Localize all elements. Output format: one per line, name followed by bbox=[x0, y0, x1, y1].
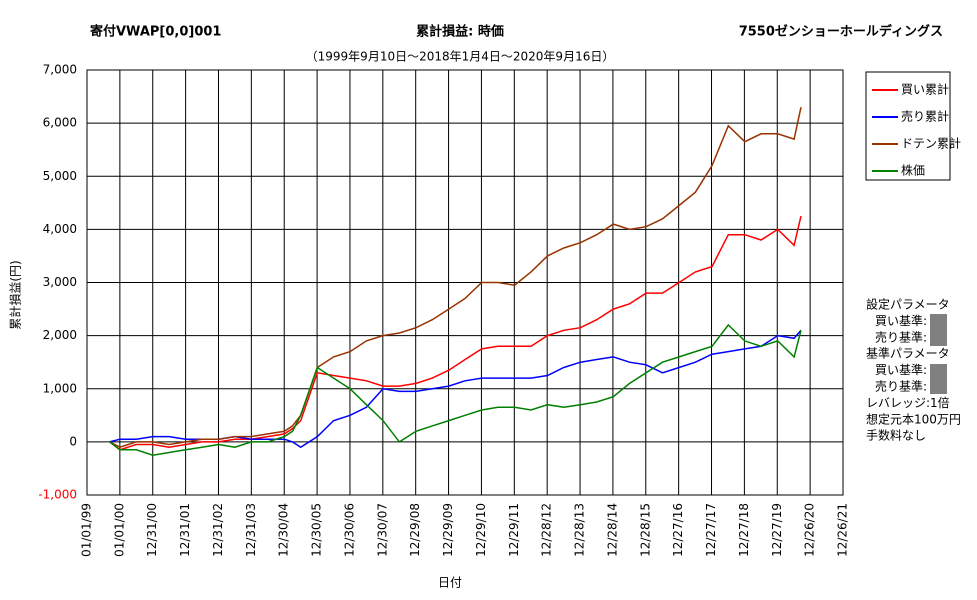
panel-text: 買い基準: bbox=[875, 362, 927, 377]
x-tick-label: 12/29/11 bbox=[507, 503, 521, 557]
legend-label: 売り累計 bbox=[901, 109, 949, 124]
series-line bbox=[109, 323, 802, 456]
x-tick-label: 12/26/21 bbox=[836, 503, 850, 557]
x-tick-label: 12/29/09 bbox=[441, 503, 455, 557]
legend-label: 買い累計 bbox=[901, 82, 949, 97]
legend-label: ドテン累計 bbox=[901, 136, 961, 151]
series-line bbox=[109, 215, 802, 451]
x-tick-label: 12/30/07 bbox=[375, 503, 389, 557]
x-tick-label: 01/01/99 bbox=[80, 503, 94, 557]
x-tick-label: 12/26/20 bbox=[803, 503, 817, 557]
y-tick-label: -1,000 bbox=[38, 488, 77, 502]
x-tick-label: 12/28/13 bbox=[573, 503, 587, 557]
x-tick-label: 12/29/10 bbox=[474, 503, 488, 557]
chart-title: 累計損益: 時価 bbox=[416, 24, 504, 40]
plot-border bbox=[86, 69, 844, 496]
y-tick-label: 0 bbox=[69, 434, 77, 448]
x-tick-label: 12/30/05 bbox=[310, 503, 324, 557]
x-tick-label: 12/28/14 bbox=[605, 503, 619, 557]
panel-text: 買い基準: bbox=[875, 313, 927, 328]
param-box bbox=[930, 364, 947, 394]
panel-text: レバレッジ:1倍 bbox=[866, 395, 950, 410]
x-tick-label: 01/01/00 bbox=[112, 503, 126, 557]
y-tick-label: 3,000 bbox=[43, 275, 77, 289]
panel-text: 手数料なし bbox=[866, 428, 926, 443]
x-tick-label: 12/30/06 bbox=[342, 503, 356, 557]
x-tick-label: 12/31/01 bbox=[178, 503, 192, 557]
left-title: 寄付VWAP[0,0]001 bbox=[90, 24, 221, 40]
panel-text: 基準パラメータ bbox=[866, 346, 950, 361]
param-box bbox=[930, 314, 947, 346]
subtitle: （1999年9月10日～2018年1月4日～2020年9月16日） bbox=[306, 50, 615, 64]
y-tick-label: 1,000 bbox=[43, 381, 77, 395]
legend-label: 株価 bbox=[901, 163, 925, 178]
x-tick-label: 12/31/02 bbox=[211, 503, 225, 557]
panel-text: 設定パラメータ bbox=[866, 297, 950, 312]
y-axis-label: 累計損益(円) bbox=[8, 260, 23, 329]
x-tick-label: 12/31/03 bbox=[244, 503, 258, 557]
panel-text: 売り基準: bbox=[875, 329, 927, 344]
x-tick-label: 12/31/00 bbox=[145, 503, 159, 557]
y-tick-label: 6,000 bbox=[43, 116, 77, 130]
x-tick-label: 12/27/17 bbox=[704, 503, 718, 557]
y-tick-label: 4,000 bbox=[43, 222, 77, 236]
y-tick-label: 2,000 bbox=[43, 328, 77, 342]
x-tick-label: 12/30/04 bbox=[277, 503, 291, 557]
panel-text: 売り基準: bbox=[875, 379, 927, 394]
x-tick-label: 12/29/08 bbox=[408, 503, 422, 557]
right-title: 7550ゼンショーホールディングス bbox=[739, 24, 943, 40]
x-tick-label: 12/27/19 bbox=[770, 503, 784, 557]
x-tick-label: 12/28/12 bbox=[540, 503, 554, 557]
x-tick-label: 12/28/15 bbox=[638, 503, 652, 557]
x-tick-label: 12/27/18 bbox=[737, 503, 751, 557]
y-tick-label: 5,000 bbox=[43, 169, 77, 183]
y-tick-label: 7,000 bbox=[43, 63, 77, 77]
x-axis-label: 日付 bbox=[438, 576, 462, 590]
panel-text: 想定元本100万円 bbox=[866, 411, 961, 426]
x-tick-label: 12/27/16 bbox=[671, 503, 685, 557]
series-line bbox=[109, 107, 802, 449]
